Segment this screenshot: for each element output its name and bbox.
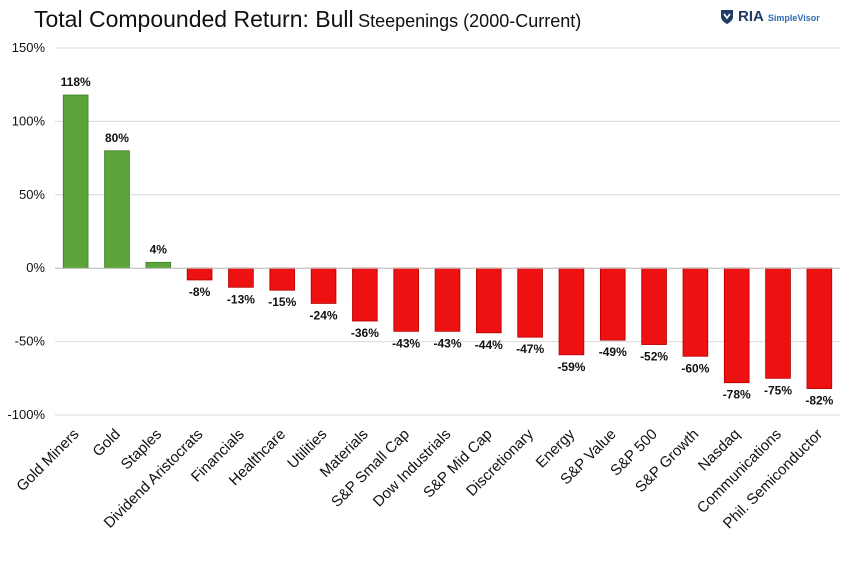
brand-name: RIA — [738, 8, 764, 25]
shield-logo-icon — [721, 9, 733, 24]
bar — [558, 267, 585, 356]
bar — [682, 267, 709, 357]
bar — [310, 267, 337, 304]
bar — [145, 261, 172, 269]
x-tick-label: Gold Miners — [13, 426, 82, 495]
bar — [765, 267, 791, 379]
data-label: 80% — [105, 131, 129, 145]
data-label: 4% — [150, 242, 168, 256]
bar — [104, 150, 130, 269]
bar — [352, 267, 378, 322]
bar — [723, 267, 750, 384]
data-label: -43% — [433, 336, 461, 350]
bar — [186, 267, 213, 281]
data-label: -36% — [351, 326, 379, 340]
bar — [393, 267, 419, 332]
bar — [806, 267, 833, 389]
bar — [228, 267, 254, 288]
data-label: -49% — [599, 345, 627, 359]
data-label: -47% — [516, 342, 544, 356]
y-tick-label: 0% — [26, 260, 45, 275]
data-label: -15% — [268, 295, 296, 309]
y-tick-label: 50% — [19, 187, 45, 202]
chart-title-main: Total Compounded Return: Bull — [34, 6, 354, 32]
data-label: -13% — [227, 292, 255, 306]
bar — [641, 267, 667, 345]
data-label: -75% — [764, 383, 792, 397]
bar — [599, 267, 626, 341]
data-label: -59% — [557, 360, 585, 374]
bar — [269, 267, 296, 291]
data-label: 118% — [61, 75, 91, 89]
bar — [62, 94, 89, 269]
brand-logo: RIA SimpleVisor — [720, 8, 820, 25]
y-tick-label: -100% — [7, 407, 45, 422]
y-tick-label: 100% — [12, 113, 46, 128]
data-label: -24% — [310, 308, 338, 322]
chart-title: Total Compounded Return: Bull Steepening… — [34, 6, 581, 33]
data-label: -44% — [475, 338, 503, 352]
data-label: -78% — [723, 388, 751, 402]
brand-product: SimpleVisor — [767, 13, 820, 23]
bar — [517, 267, 543, 338]
data-label: -52% — [640, 350, 668, 364]
bar — [476, 267, 502, 334]
data-label: -8% — [189, 285, 211, 299]
data-label: -82% — [805, 394, 833, 408]
y-tick-label: 150% — [12, 40, 46, 55]
chart-title-sub: Steepenings (2000-Current) — [358, 11, 582, 31]
data-label: -60% — [681, 361, 709, 375]
y-tick-label: -50% — [15, 334, 46, 349]
bar — [434, 267, 461, 332]
data-label: -43% — [392, 336, 420, 350]
x-tick-label: Gold — [89, 426, 123, 460]
